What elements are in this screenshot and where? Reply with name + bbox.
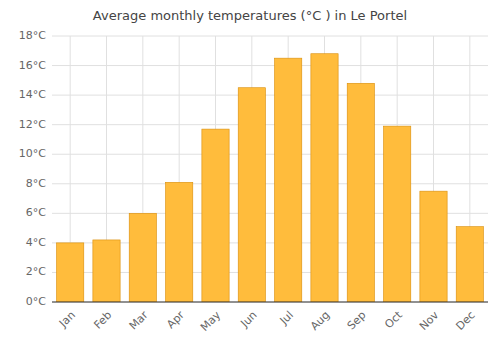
bar: [129, 213, 156, 302]
y-tick-label: 2°C: [26, 265, 46, 278]
x-tick-label: Aug: [308, 309, 332, 333]
y-tick-label: 10°C: [19, 147, 46, 160]
y-tick-label: 4°C: [26, 236, 46, 249]
y-tick-label: 8°C: [26, 177, 46, 190]
bar: [93, 240, 120, 302]
y-grid-line: [52, 36, 488, 37]
bar: [311, 54, 338, 302]
x-tick-label: Dec: [453, 309, 477, 333]
x-tick-label: Feb: [91, 309, 114, 332]
x-tick-label: Jul: [277, 309, 296, 328]
y-tick-label: 18°C: [19, 29, 46, 42]
bars: [57, 54, 484, 302]
grid: [52, 36, 488, 302]
bar: [57, 243, 84, 302]
y-grid-line: [52, 65, 488, 66]
x-tick-label: Mar: [127, 308, 151, 332]
y-tick-label: 14°C: [19, 88, 46, 101]
y-grid-line: [52, 95, 488, 96]
bar: [238, 88, 265, 302]
bar: [456, 227, 483, 302]
x-tick-label: Jun: [238, 309, 260, 331]
x-tick-label: Nov: [417, 308, 442, 333]
y-tick-label: 16°C: [19, 59, 46, 72]
x-tick-label: Oct: [382, 308, 405, 331]
y-tick-label: 6°C: [26, 206, 46, 219]
bar: [420, 191, 447, 302]
bar: [166, 182, 193, 302]
x-tick-label: Apr: [164, 308, 187, 331]
y-grid-line: [52, 154, 488, 155]
bar: [202, 129, 229, 302]
y-grid-line: [52, 302, 488, 303]
x-tick-label: Jan: [56, 309, 78, 331]
x-tick-label: Sep: [345, 309, 369, 333]
y-grid-line: [52, 183, 488, 184]
bar: [384, 126, 411, 302]
y-tick-label: 12°C: [19, 118, 46, 131]
bar: [347, 83, 374, 302]
x-tick-label: May: [198, 308, 224, 334]
x-axis-line: [52, 302, 488, 303]
y-grid-line: [52, 124, 488, 125]
title: Average monthly temperatures (°C ) in Le…: [93, 8, 407, 23]
chart: 0°C 2°C 4°C 6°C 8°C 10°C 12°C 14°C 16°C 18°C Jan Fe…: [0, 0, 500, 350]
bar: [275, 58, 302, 302]
y-tick-label: 0°C: [26, 295, 46, 308]
chart-container: 0°C 2°C 4°C 6°C 8°C 10°C 12°C 14°C 16°C 18°C Jan Fe…: [0, 0, 500, 350]
